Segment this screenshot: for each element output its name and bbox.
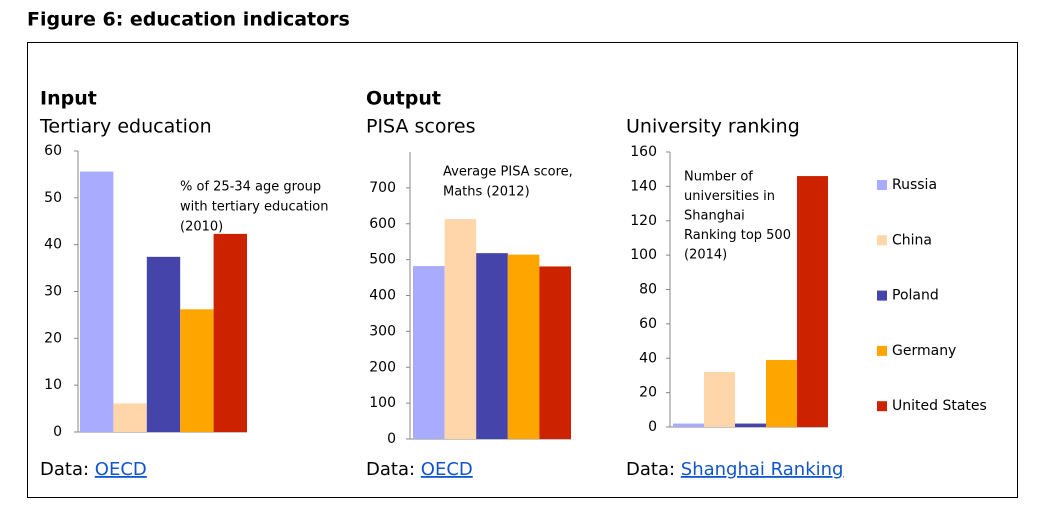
annotation: Shanghai <box>684 209 745 224</box>
source-label: Data: <box>366 459 415 480</box>
legend-swatch <box>877 180 887 190</box>
bar <box>797 176 828 427</box>
annotation: universities in <box>684 189 775 204</box>
bar <box>735 423 766 427</box>
y-tick-label: 40 <box>639 350 657 366</box>
y-tick-label: 0 <box>387 431 396 447</box>
source-label: Data: <box>40 459 89 480</box>
section-header: Output <box>366 88 441 110</box>
y-tick-label: 160 <box>630 144 657 160</box>
figure-frame <box>27 42 1018 498</box>
bar <box>113 403 147 432</box>
y-tick-label: 400 <box>369 288 396 304</box>
annotation: with tertiary education <box>180 200 329 215</box>
y-tick-label: 500 <box>369 252 396 268</box>
source-link[interactable]: OECD <box>421 459 473 480</box>
annotation: % of 25-34 age group <box>180 180 321 195</box>
y-tick-label: 200 <box>369 359 396 375</box>
legend-label: Poland <box>892 288 939 304</box>
data-source: Data: OECD <box>366 459 473 480</box>
y-tick-label: 100 <box>369 395 396 411</box>
chart-title: Tertiary education <box>39 116 212 138</box>
bar <box>146 256 181 432</box>
y-tick-label: 0 <box>53 424 62 440</box>
bar <box>213 233 247 432</box>
annotation: (2014) <box>684 248 727 263</box>
legend-label: United States <box>892 398 987 414</box>
bar <box>539 266 571 439</box>
data-source: Data: Shanghai Ranking <box>626 459 843 480</box>
y-tick-label: 30 <box>44 284 62 300</box>
bar <box>180 309 214 432</box>
y-tick-label: 60 <box>44 143 62 159</box>
annotation: Number of <box>684 170 753 185</box>
legend-swatch <box>877 235 887 246</box>
y-tick-label: 10 <box>44 377 62 393</box>
figure-title: Figure 6: education indicators <box>27 9 350 31</box>
legend-swatch <box>877 290 887 301</box>
data-source: Data: OECD <box>40 459 147 480</box>
legend-label: China <box>892 232 932 248</box>
section-header: Input <box>40 88 97 110</box>
bar <box>766 359 797 427</box>
y-tick-label: 20 <box>639 385 657 401</box>
source-link[interactable]: Shanghai Ranking <box>681 459 844 480</box>
annotation: Maths (2012) <box>443 185 530 200</box>
y-tick-label: 700 <box>369 180 396 196</box>
bar <box>476 253 508 439</box>
annotation: (2010) <box>180 220 223 235</box>
chart-title: University ranking <box>626 116 800 138</box>
y-tick-label: 20 <box>44 330 62 346</box>
chart-title: PISA scores <box>366 116 475 138</box>
source-link[interactable]: OECD <box>95 459 147 480</box>
annotation: Ranking top 500 <box>684 228 791 243</box>
legend-swatch <box>877 345 887 356</box>
y-tick-label: 50 <box>44 190 62 206</box>
y-tick-label: 80 <box>639 282 657 298</box>
legend-label: Germany <box>892 343 956 359</box>
y-tick-label: 140 <box>630 178 657 194</box>
bar <box>704 372 735 427</box>
y-tick-label: 120 <box>630 213 657 229</box>
y-tick-label: 600 <box>369 216 396 232</box>
legend-label: Russia <box>892 177 937 193</box>
annotation: Average PISA score, <box>443 165 573 180</box>
bar <box>673 423 704 427</box>
y-tick-label: 300 <box>369 323 396 339</box>
bar <box>413 266 445 439</box>
y-tick-label: 100 <box>630 247 657 263</box>
bar <box>80 171 114 432</box>
y-tick-label: 0 <box>648 419 657 435</box>
y-tick-label: 60 <box>639 316 657 332</box>
legend-swatch <box>877 401 887 412</box>
y-tick-label: 40 <box>44 237 62 253</box>
bar <box>444 219 477 439</box>
bar <box>507 254 540 439</box>
source-label: Data: <box>626 459 675 480</box>
